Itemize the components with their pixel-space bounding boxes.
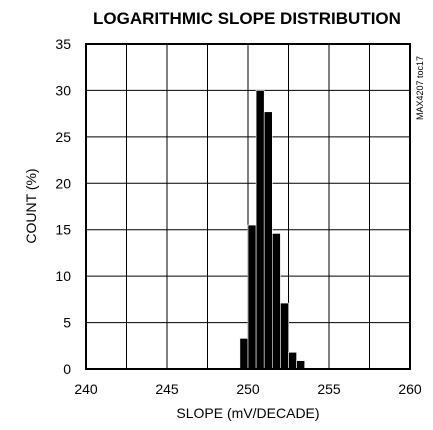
- y-tick-label: 25: [55, 129, 71, 145]
- y-tick-labels: 0 5 10 15 20 25 30 35: [55, 36, 71, 377]
- x-tick-label: 260: [398, 381, 422, 397]
- y-tick-label: 35: [55, 36, 71, 52]
- y-tick-label: 15: [55, 222, 71, 238]
- histogram-bar: [296, 360, 306, 370]
- y-tick-label: 20: [55, 175, 71, 191]
- histogram-bar: [263, 111, 273, 370]
- figure-annotation: MAX4207 toc17: [415, 56, 425, 120]
- y-tick-label: 30: [55, 82, 71, 98]
- histogram-bar: [288, 351, 297, 370]
- histogram-bar: [239, 338, 249, 370]
- x-tick-label: 245: [155, 381, 179, 397]
- y-tick-label: 0: [63, 361, 71, 377]
- y-axis-label: COUNT (%): [23, 168, 39, 243]
- histogram-bar: [271, 233, 281, 370]
- x-tick-label: 255: [317, 381, 341, 397]
- x-tick-label: 240: [74, 381, 98, 397]
- x-tick-label: 250: [236, 381, 260, 397]
- plot-frame: [85, 43, 411, 370]
- y-tick-label: 5: [63, 315, 71, 331]
- x-tick-labels: 240 245 250 255 260: [74, 381, 422, 397]
- histogram-bar: [247, 224, 257, 370]
- x-axis-label: SLOPE (mV/DECADE): [176, 405, 319, 421]
- histogram-bar: [255, 90, 265, 370]
- histogram-bar: [280, 302, 289, 370]
- chart-title: LOGARITHMIC SLOPE DISTRIBUTION: [93, 9, 401, 28]
- y-tick-label: 10: [55, 268, 71, 284]
